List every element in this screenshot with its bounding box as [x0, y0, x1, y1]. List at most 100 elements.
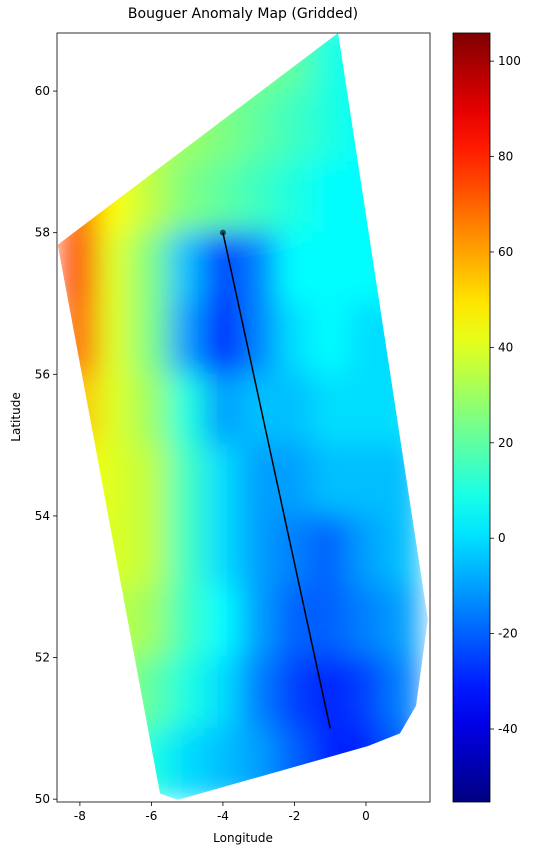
grid-cell	[96, 302, 135, 376]
grid-cell	[96, 231, 135, 305]
x-tick-label: -6	[145, 809, 157, 823]
grid-cell	[239, 656, 278, 730]
grid-cell	[204, 585, 242, 659]
grid-cell	[204, 514, 242, 588]
grid-cell	[311, 33, 350, 93]
grid-cell	[382, 727, 421, 800]
grid-cell	[382, 585, 421, 659]
grid-cell	[382, 656, 421, 730]
colorbar-tick-label: 60	[498, 245, 513, 259]
grid-cell	[382, 514, 421, 588]
colorbar-tick-label: 80	[498, 150, 513, 164]
grid-cell	[204, 33, 242, 93]
grid-cell	[275, 90, 314, 163]
anomaly-field	[61, 33, 421, 800]
grid-cell	[347, 656, 385, 730]
grid-cell	[96, 585, 135, 659]
grid-cell	[347, 90, 385, 163]
grid-cell	[61, 302, 99, 376]
grid-cell	[311, 373, 350, 447]
grid-cell	[132, 373, 171, 447]
grid-cell	[168, 656, 207, 730]
grid-cell	[61, 33, 99, 93]
grid-cell	[132, 444, 171, 517]
grid-cell	[168, 444, 207, 517]
grid-cell	[204, 727, 242, 800]
grid-cell	[132, 656, 171, 730]
grid-cell	[96, 33, 135, 93]
y-tick-label: 56	[35, 367, 50, 381]
grid-cell	[311, 90, 350, 163]
grid-cell	[132, 585, 171, 659]
x-tick-label: -2	[288, 809, 300, 823]
grid-cell	[204, 656, 242, 730]
grid-cell	[239, 444, 278, 517]
grid-cell	[311, 231, 350, 305]
grid-cell	[204, 373, 242, 447]
grid-cell	[168, 514, 207, 588]
grid-cell	[347, 231, 385, 305]
colorbar	[452, 32, 491, 803]
grid-cell	[275, 33, 314, 93]
grid-cell	[275, 160, 314, 234]
grid-cell	[132, 514, 171, 588]
grid-cell	[239, 231, 278, 305]
grid-cell	[347, 727, 385, 800]
colorbar-tick-label: 100	[498, 54, 521, 68]
grid-cell	[168, 160, 207, 234]
y-tick-label: 54	[35, 509, 50, 523]
y-tick-label: 60	[35, 84, 50, 98]
grid-cell	[96, 160, 135, 234]
grid-cell	[347, 33, 385, 93]
grid-cell	[132, 727, 171, 800]
grid-cell	[61, 231, 99, 305]
grid-cell	[347, 302, 385, 376]
colorbar-tick-label: -40	[498, 722, 518, 736]
grid-cell	[275, 727, 314, 800]
grid-cell	[382, 231, 421, 305]
grid-cell	[382, 444, 421, 517]
grid-cell	[382, 33, 421, 93]
grid-cell	[311, 585, 350, 659]
grid-cell	[347, 160, 385, 234]
grid-cell	[239, 727, 278, 800]
grid-cell	[382, 160, 421, 234]
colorbar-tick-label: 0	[498, 531, 506, 545]
grid-cell	[168, 231, 207, 305]
grid-cell	[311, 302, 350, 376]
grid-cell	[382, 90, 421, 163]
grid-cell	[132, 231, 171, 305]
grid-cell	[96, 656, 135, 730]
colorbar-tick-label: 40	[498, 340, 513, 354]
grid-cell	[61, 90, 99, 163]
grid-cell	[204, 160, 242, 234]
grid-cell	[96, 444, 135, 517]
profile-line	[222, 232, 331, 729]
map-area	[61, 33, 421, 800]
y-tick-label: 52	[35, 651, 50, 665]
grid-cell	[311, 727, 350, 800]
grid-cell	[239, 373, 278, 447]
profile-start	[219, 229, 226, 236]
grid-cell	[347, 444, 385, 517]
grid-cell	[239, 33, 278, 93]
y-tick-label: 50	[35, 792, 50, 806]
grid-cell	[96, 727, 135, 800]
grid-cell	[132, 90, 171, 163]
grid-cell	[168, 585, 207, 659]
grid-cell	[168, 302, 207, 376]
grid-cell	[168, 373, 207, 447]
grid-cell	[132, 160, 171, 234]
y-tick-label: 58	[35, 226, 50, 240]
colorbar-tick-label: -20	[498, 627, 518, 641]
grid-cell	[61, 160, 99, 234]
grid-cell	[347, 373, 385, 447]
grid-cell	[275, 373, 314, 447]
grid-cell	[61, 373, 99, 447]
grid-cell	[239, 90, 278, 163]
x-axis-label: Longitude	[213, 831, 273, 845]
grid-cell	[347, 514, 385, 588]
grid-cell	[132, 33, 171, 93]
grid-cell	[275, 231, 314, 305]
